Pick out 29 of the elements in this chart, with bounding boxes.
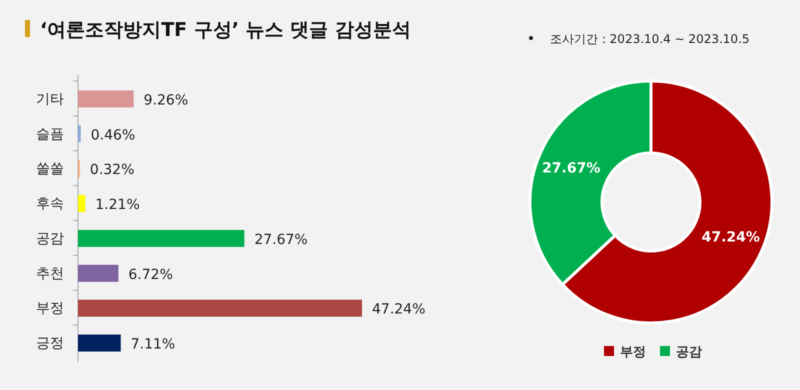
- data-label: 0.32%: [90, 162, 134, 178]
- data-label: 7.11%: [130, 336, 176, 353]
- bar: [78, 195, 86, 212]
- data-label: 47.24%: [372, 302, 426, 318]
- bar: [78, 300, 362, 317]
- y-tick-label: 기타: [36, 91, 64, 108]
- data-label: 1.21%: [95, 197, 140, 214]
- y-tick-label: 슬픔: [36, 126, 64, 142]
- legend-label: 부정: [620, 345, 646, 360]
- data-label: 47.24%: [702, 230, 760, 246]
- y-tick-label: 공감: [36, 230, 64, 247]
- data-label: 0.46%: [90, 127, 136, 144]
- text: 조사기간 : 2023.10.4 ~ 2023.10.5: [550, 32, 750, 46]
- data-label: 6.72%: [128, 266, 173, 283]
- data-label: 9.26%: [144, 92, 188, 108]
- y-tick-label: 추천: [36, 266, 64, 282]
- data-label: 27.67%: [542, 160, 600, 176]
- legend-label: 공감: [676, 345, 702, 360]
- data-label: 27.67%: [254, 232, 308, 248]
- bar: [78, 230, 244, 247]
- y-tick-label: 쏠쏠: [36, 161, 64, 178]
- chart-title: ‘여론조작방지TF 구성’ 뉴스 댓글 감성분석: [40, 19, 411, 41]
- bar: [78, 125, 81, 142]
- bar: [78, 264, 118, 282]
- bar: [78, 90, 134, 108]
- y-tick-label: 부정: [36, 300, 64, 317]
- y-tick-label: 후속: [36, 196, 64, 212]
- y-tick-label: 긍정: [36, 336, 64, 352]
- bar: [78, 334, 121, 352]
